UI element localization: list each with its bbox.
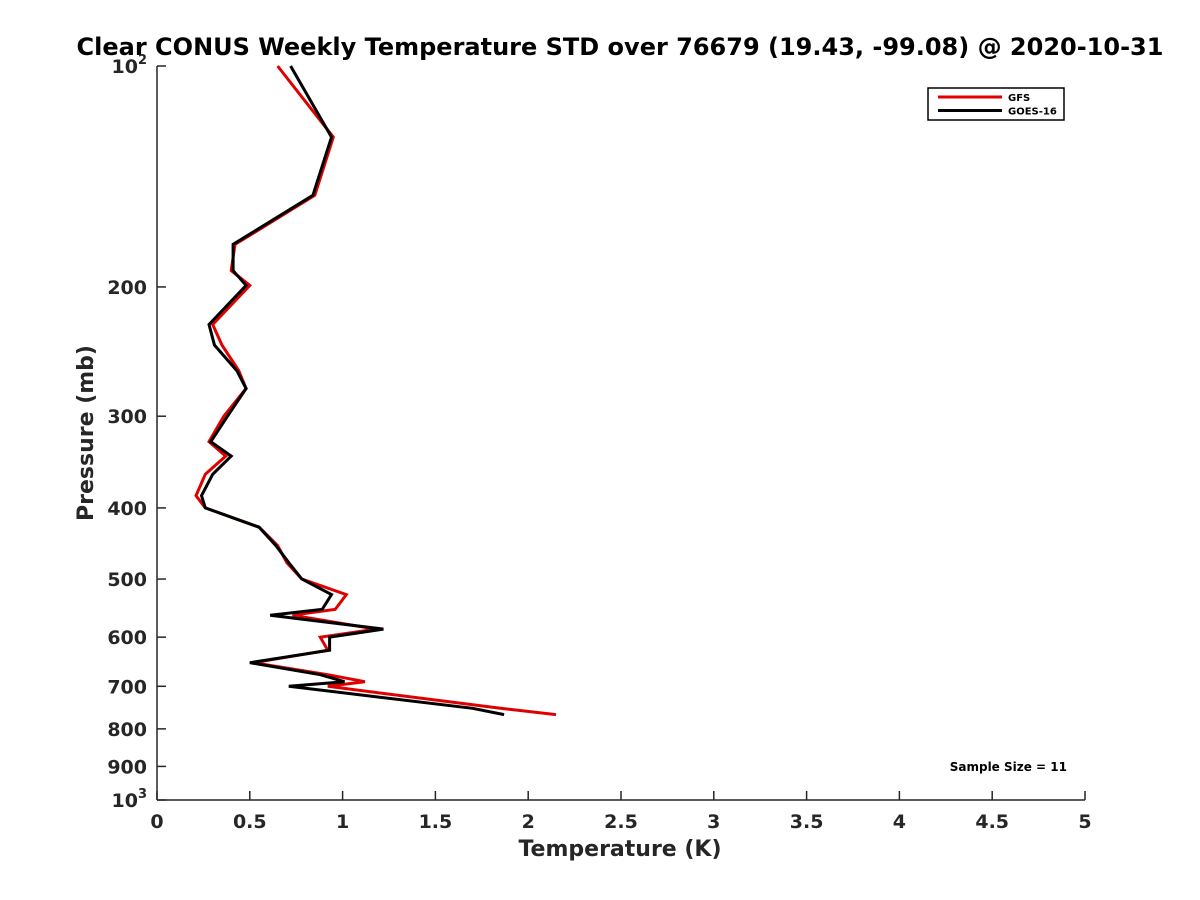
series-layer <box>194 65 557 717</box>
legend-box <box>927 87 1065 121</box>
legend: GFS GOES-16 <box>927 87 1065 121</box>
chart-title: Clear CONUS Weekly Temperature STD over … <box>77 33 1164 61</box>
y-tick-label: 600 <box>107 627 147 649</box>
x-tick-label: 0.5 <box>233 811 267 833</box>
y-tick-label: 700 <box>107 676 147 698</box>
x-tick-label: 1 <box>336 811 349 833</box>
y-tick-label: 200 <box>107 277 147 299</box>
x-tick-label: 2.5 <box>604 811 638 833</box>
x-tick-label: 5 <box>1078 811 1091 833</box>
x-tick-label: 3.5 <box>790 811 824 833</box>
y-axis-label: Pressure (mb) <box>74 345 99 521</box>
y-tick-label: 300 <box>107 406 147 428</box>
y-tick-label: 900 <box>107 756 147 778</box>
y-tick-label: 102 <box>112 53 148 78</box>
series-line-gfs <box>194 65 557 717</box>
y-tick-label: 400 <box>107 498 147 520</box>
x-tick-label: 2 <box>522 811 535 833</box>
x-tick-label: 1.5 <box>419 811 453 833</box>
y-tick-label: 103 <box>112 787 148 812</box>
sample-size-annotation: Sample Size = 11 <box>950 760 1067 774</box>
x-tick-label: 0 <box>150 811 163 833</box>
axes-layer: 0 0.5 1 1.5 2 2.5 3 3.5 4 4.5 5 102 200 300 400 500 600 7… <box>107 53 1091 833</box>
x-tick-label: 3 <box>707 811 720 833</box>
y-tick-label: 500 <box>107 569 147 591</box>
y-tick-label: 800 <box>107 719 147 741</box>
series-line-goes-16 <box>199 65 505 717</box>
x-tick-label: 4 <box>893 811 906 833</box>
legend-entry-label: GFS <box>1008 93 1030 104</box>
x-tick-label: 4.5 <box>975 811 1009 833</box>
x-axis-label: Temperature (K) <box>518 837 721 862</box>
legend-entry-label: GOES-16 <box>1008 107 1057 118</box>
